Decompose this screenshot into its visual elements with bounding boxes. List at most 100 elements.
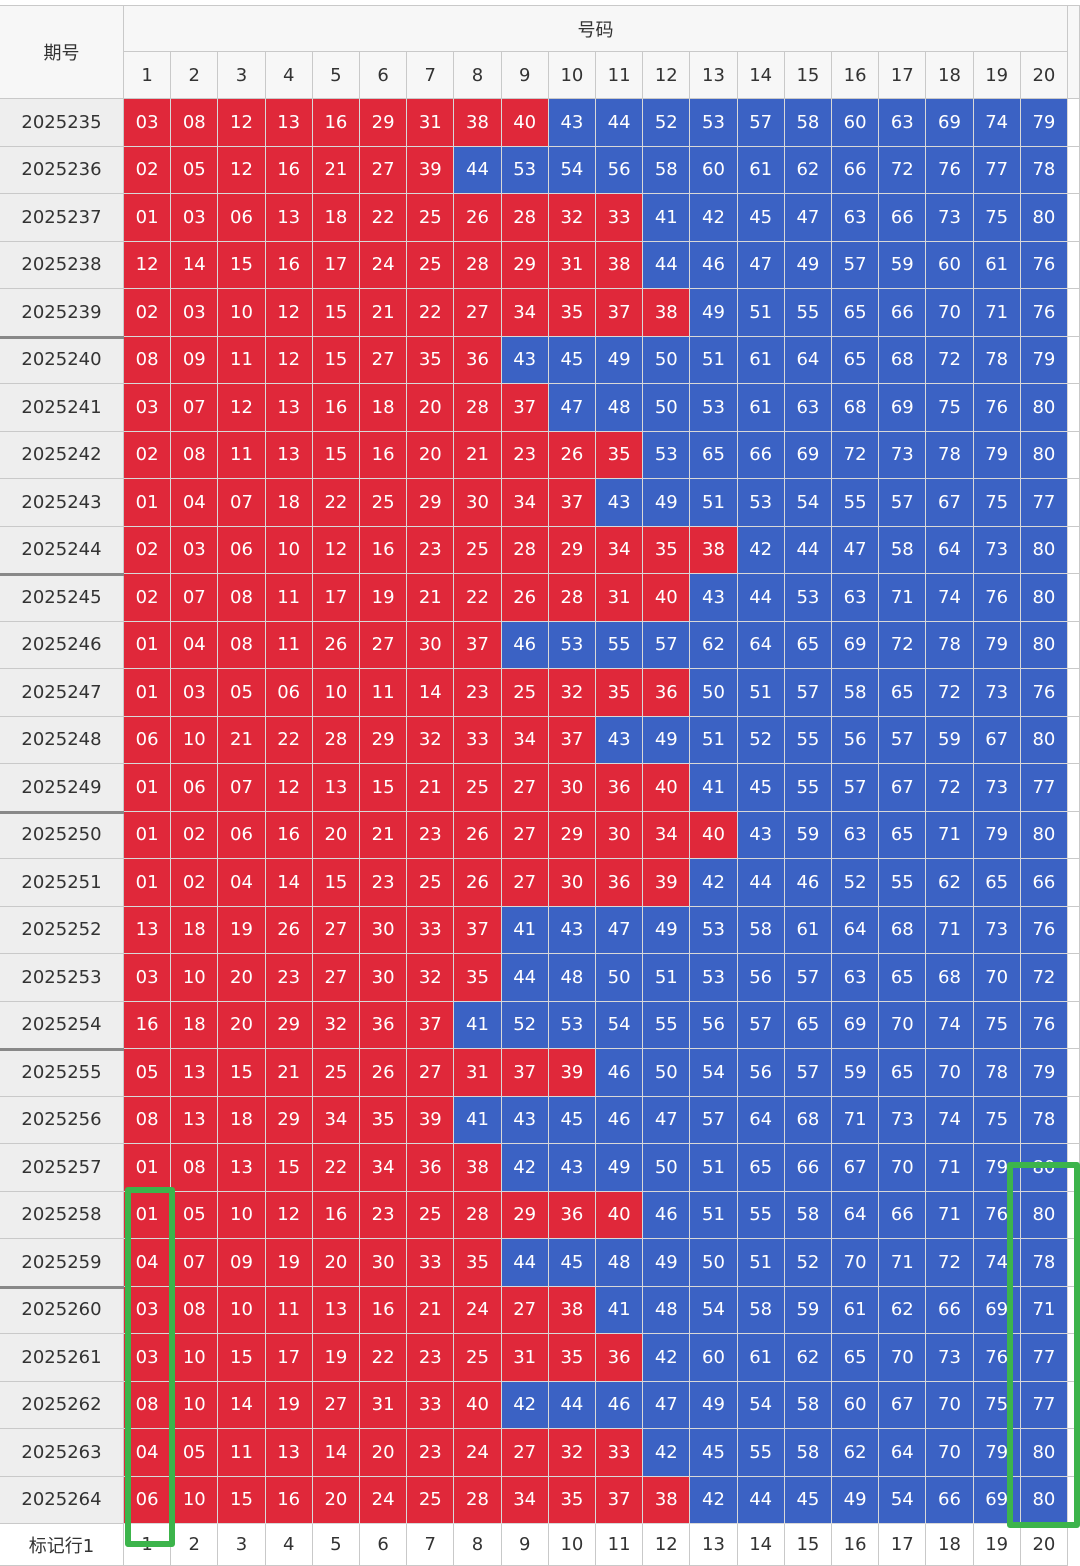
number-cell: 37 <box>454 621 502 669</box>
number-cell: 77 <box>973 146 1021 194</box>
number-cell: 03 <box>171 289 219 337</box>
number-cell: 25 <box>501 669 549 717</box>
number-cell: 34 <box>312 1096 360 1144</box>
number-cell: 68 <box>879 906 927 954</box>
number-cell: 50 <box>643 1049 691 1097</box>
number-cell: 40 <box>501 99 549 147</box>
number-cell: 22 <box>454 574 502 622</box>
number-cell: 16 <box>312 1191 360 1239</box>
number-cell: 27 <box>360 621 408 669</box>
extra-cell <box>1068 906 1080 954</box>
number-cell: 51 <box>643 954 691 1002</box>
number-cell: 04 <box>124 1429 172 1477</box>
number-cell: 18 <box>171 1001 219 1049</box>
number-cell: 80 <box>1020 574 1068 622</box>
number-cell: 11 <box>360 669 408 717</box>
number-cell: 55 <box>737 1191 785 1239</box>
number-cell: 47 <box>737 241 785 289</box>
number-cell: 02 <box>171 811 219 859</box>
number-cell: 47 <box>548 384 596 432</box>
number-cell: 72 <box>879 146 927 194</box>
number-cell: 47 <box>596 906 644 954</box>
number-cell: 73 <box>879 431 927 479</box>
number-cell: 43 <box>501 1096 549 1144</box>
column-header: 14 <box>737 52 785 99</box>
number-cell: 41 <box>454 1096 502 1144</box>
number-cell: 35 <box>643 526 691 574</box>
number-cell: 46 <box>596 1096 644 1144</box>
number-cell: 62 <box>784 146 832 194</box>
number-cell: 71 <box>879 1239 927 1287</box>
extra-cell <box>1068 1049 1080 1097</box>
number-cell: 73 <box>973 906 1021 954</box>
number-cell: 03 <box>124 954 172 1002</box>
number-cell: 65 <box>737 1144 785 1192</box>
number-cell: 79 <box>973 811 1021 859</box>
number-cell: 19 <box>312 1334 360 1382</box>
group-separator <box>0 1285 124 1289</box>
footer-column: 4 <box>265 1524 313 1566</box>
number-cell: 64 <box>737 621 785 669</box>
number-cell: 49 <box>643 716 691 764</box>
number-cell: 43 <box>596 479 644 527</box>
number-cell: 11 <box>265 621 313 669</box>
number-cell: 44 <box>784 526 832 574</box>
number-cell: 42 <box>737 526 785 574</box>
number-cell: 13 <box>171 1096 219 1144</box>
number-cell: 25 <box>454 1334 502 1382</box>
number-cell: 28 <box>454 1476 502 1524</box>
number-cell: 54 <box>690 1286 738 1334</box>
number-cell: 15 <box>312 336 360 384</box>
number-cell: 53 <box>548 621 596 669</box>
number-cell: 20 <box>360 1429 408 1477</box>
number-cell: 53 <box>690 99 738 147</box>
number-cell: 69 <box>784 431 832 479</box>
number-cell: 57 <box>784 669 832 717</box>
number-cell: 60 <box>832 1381 880 1429</box>
number-cell: 80 <box>1020 526 1068 574</box>
number-cell: 38 <box>643 1476 691 1524</box>
number-cell: 80 <box>1020 431 1068 479</box>
number-cell: 71 <box>926 1144 974 1192</box>
number-cell: 77 <box>1020 1334 1068 1382</box>
number-cell: 76 <box>973 574 1021 622</box>
number-cell: 61 <box>832 1286 880 1334</box>
number-cell: 58 <box>879 526 927 574</box>
number-cell: 72 <box>926 1239 974 1287</box>
footer-column: 9 <box>501 1524 549 1566</box>
number-cell: 14 <box>407 669 455 717</box>
number-cell: 49 <box>596 1144 644 1192</box>
number-cell: 49 <box>596 336 644 384</box>
number-cell: 01 <box>124 811 172 859</box>
number-cell: 68 <box>926 954 974 1002</box>
number-cell: 23 <box>407 811 455 859</box>
number-cell: 12 <box>265 289 313 337</box>
number-cell: 10 <box>171 1476 219 1524</box>
number-cell: 24 <box>360 241 408 289</box>
column-header: 17 <box>879 52 927 99</box>
number-cell: 25 <box>360 479 408 527</box>
number-cell: 45 <box>737 194 785 242</box>
number-cell: 02 <box>124 574 172 622</box>
number-cell: 11 <box>218 336 266 384</box>
number-cell: 13 <box>265 99 313 147</box>
number-cell: 42 <box>690 1476 738 1524</box>
extra-cell <box>1068 574 1080 622</box>
number-cell: 63 <box>832 194 880 242</box>
number-cell: 65 <box>879 811 927 859</box>
number-cell: 61 <box>737 336 785 384</box>
number-cell: 30 <box>454 479 502 527</box>
number-cell: 44 <box>737 1476 785 1524</box>
number-cell: 45 <box>548 1239 596 1287</box>
number-cell: 47 <box>643 1096 691 1144</box>
number-cell: 26 <box>501 574 549 622</box>
number-cell: 24 <box>454 1286 502 1334</box>
number-cell: 60 <box>926 241 974 289</box>
number-cell: 03 <box>124 1334 172 1382</box>
footer-label: 标记行1 <box>0 1524 124 1566</box>
number-cell: 71 <box>926 906 974 954</box>
number-cell: 73 <box>973 669 1021 717</box>
number-cell: 14 <box>171 241 219 289</box>
number-cell: 38 <box>548 1286 596 1334</box>
number-cell: 08 <box>171 99 219 147</box>
